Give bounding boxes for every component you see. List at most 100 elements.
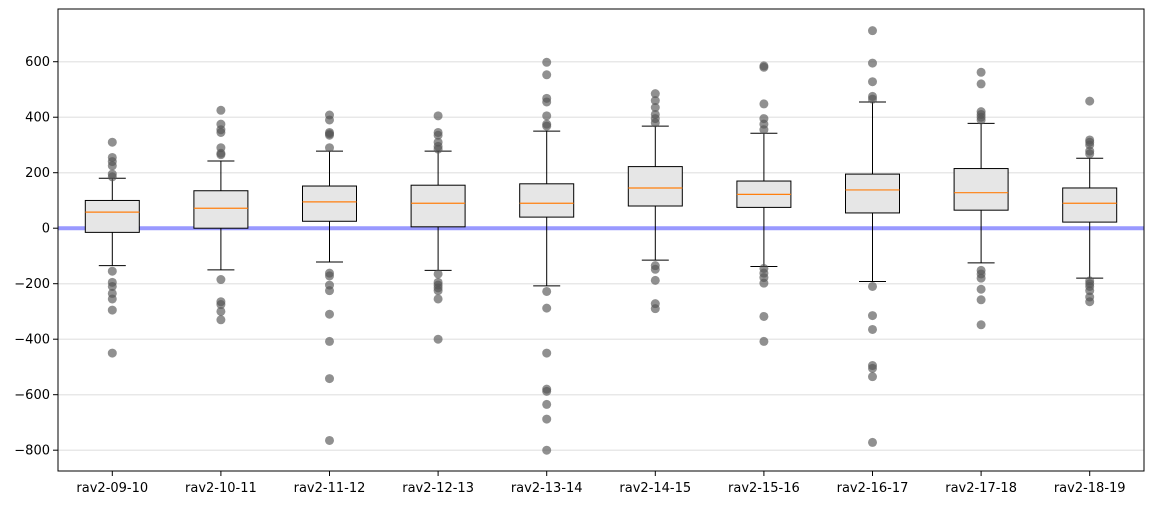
plot-area-frame [57, 8, 1145, 472]
x-tick-label: rav2-14-15 [619, 481, 691, 496]
outlier-point [433, 269, 443, 279]
box-rav2-17-18 [953, 122, 1009, 264]
outlier-point [325, 435, 334, 445]
outlier-point [433, 294, 443, 304]
box-rav2-15-16 [736, 132, 792, 267]
outlier-point [542, 70, 552, 80]
x-tick-label: rav2-10-11 [185, 481, 257, 496]
outlier-point [542, 414, 552, 424]
outlier-point [542, 399, 552, 409]
outlier-point [433, 111, 443, 121]
outlier-point [868, 26, 877, 36]
box-rav2-13-14 [519, 130, 575, 287]
outlier-point [216, 300, 226, 310]
outlier-point [868, 77, 877, 87]
outlier-point [650, 96, 660, 106]
outlier-point [325, 130, 334, 140]
x-axis: rav2-09-10 rav2-10-11 rav2-11-12 rav2-12-13… [76, 471, 1126, 496]
outlier-point [433, 130, 443, 140]
outlier-point [216, 105, 226, 115]
outlier-point [325, 271, 334, 281]
iqr-box [845, 173, 900, 214]
outlier-point [542, 348, 552, 358]
outlier-point [325, 143, 334, 153]
outlier-point [759, 99, 769, 109]
outlier-point [216, 275, 226, 285]
outlier-point [107, 161, 117, 171]
outlier-point [868, 311, 877, 321]
outlier-point [325, 309, 334, 319]
outlier-point [976, 67, 986, 77]
outlier-point [868, 324, 877, 334]
outlier-point [759, 125, 769, 135]
iqr-box [953, 168, 1009, 211]
y-tick-label: 200 [25, 166, 50, 181]
outlier-point [868, 437, 877, 447]
outlier-point [868, 94, 877, 104]
x-tick-label: rav2-16-17 [837, 481, 909, 496]
outlier-point [868, 281, 877, 291]
iqr-box [627, 166, 683, 207]
outlier-point [107, 281, 117, 291]
iqr-box [519, 183, 575, 218]
iqr-box [302, 185, 357, 222]
y-tick-label: 600 [25, 55, 50, 70]
outlier-point [216, 315, 226, 325]
outlier-point [868, 58, 877, 68]
outlier-point [650, 89, 660, 99]
y-tick-label: −200 [14, 277, 50, 292]
box-rav2-18-19 [1062, 157, 1118, 279]
y-tick-label: 400 [25, 111, 50, 126]
outlier-point [107, 137, 117, 147]
outlier-point [325, 336, 334, 346]
outlier-point [542, 303, 552, 313]
outlier-point [650, 304, 660, 314]
x-tick-label: rav2-12-13 [402, 481, 474, 496]
outlier-point [542, 97, 552, 107]
outlier-point [107, 305, 117, 315]
y-tick-label: −800 [14, 444, 50, 459]
box-rav2-10-11 [193, 160, 249, 271]
outlier-point [107, 294, 117, 304]
x-tick-label: rav2-09-10 [76, 481, 148, 496]
box-rav2-09-10 [84, 177, 140, 267]
iqr-box [1062, 187, 1118, 223]
outlier-point [433, 286, 443, 296]
iqr-box [84, 199, 140, 233]
outlier-point [325, 374, 334, 384]
outlier-point [759, 311, 769, 321]
outlier-point [542, 57, 552, 67]
outlier-point [107, 348, 117, 358]
outlier-point [759, 336, 769, 346]
outlier-point [976, 273, 986, 283]
outlier-point [216, 127, 226, 137]
outlier-point [433, 334, 443, 344]
outlier-point [650, 264, 660, 274]
outlier-point [542, 111, 552, 121]
outlier-point [433, 144, 443, 154]
outlier-point [216, 306, 226, 316]
x-tick-label: rav2-11-12 [294, 481, 366, 496]
outlier-point [976, 284, 986, 294]
outlier-point [325, 115, 334, 125]
outlier-point [325, 286, 334, 296]
x-tick-label: rav2-18-19 [1054, 481, 1126, 496]
outlier-point [107, 172, 117, 182]
outlier-point [542, 445, 552, 455]
x-tick-label: rav2-13-14 [511, 481, 583, 496]
box-rav2-12-13 [410, 150, 466, 271]
outlier-point [759, 62, 769, 72]
iqr-box [193, 190, 249, 229]
outlier-point [650, 118, 660, 128]
outlier-point [216, 150, 226, 160]
outliers-group [107, 26, 1095, 455]
y-tick-label: −400 [14, 333, 50, 348]
boxes-group [84, 101, 1118, 287]
y-tick-label: −600 [14, 388, 50, 403]
y-axis: −800 −600 −400 −200 0 200 400 600 [14, 55, 58, 459]
outlier-point [650, 103, 660, 113]
outlier-point [976, 295, 986, 305]
outlier-point [759, 278, 769, 288]
iqr-box [410, 184, 466, 228]
